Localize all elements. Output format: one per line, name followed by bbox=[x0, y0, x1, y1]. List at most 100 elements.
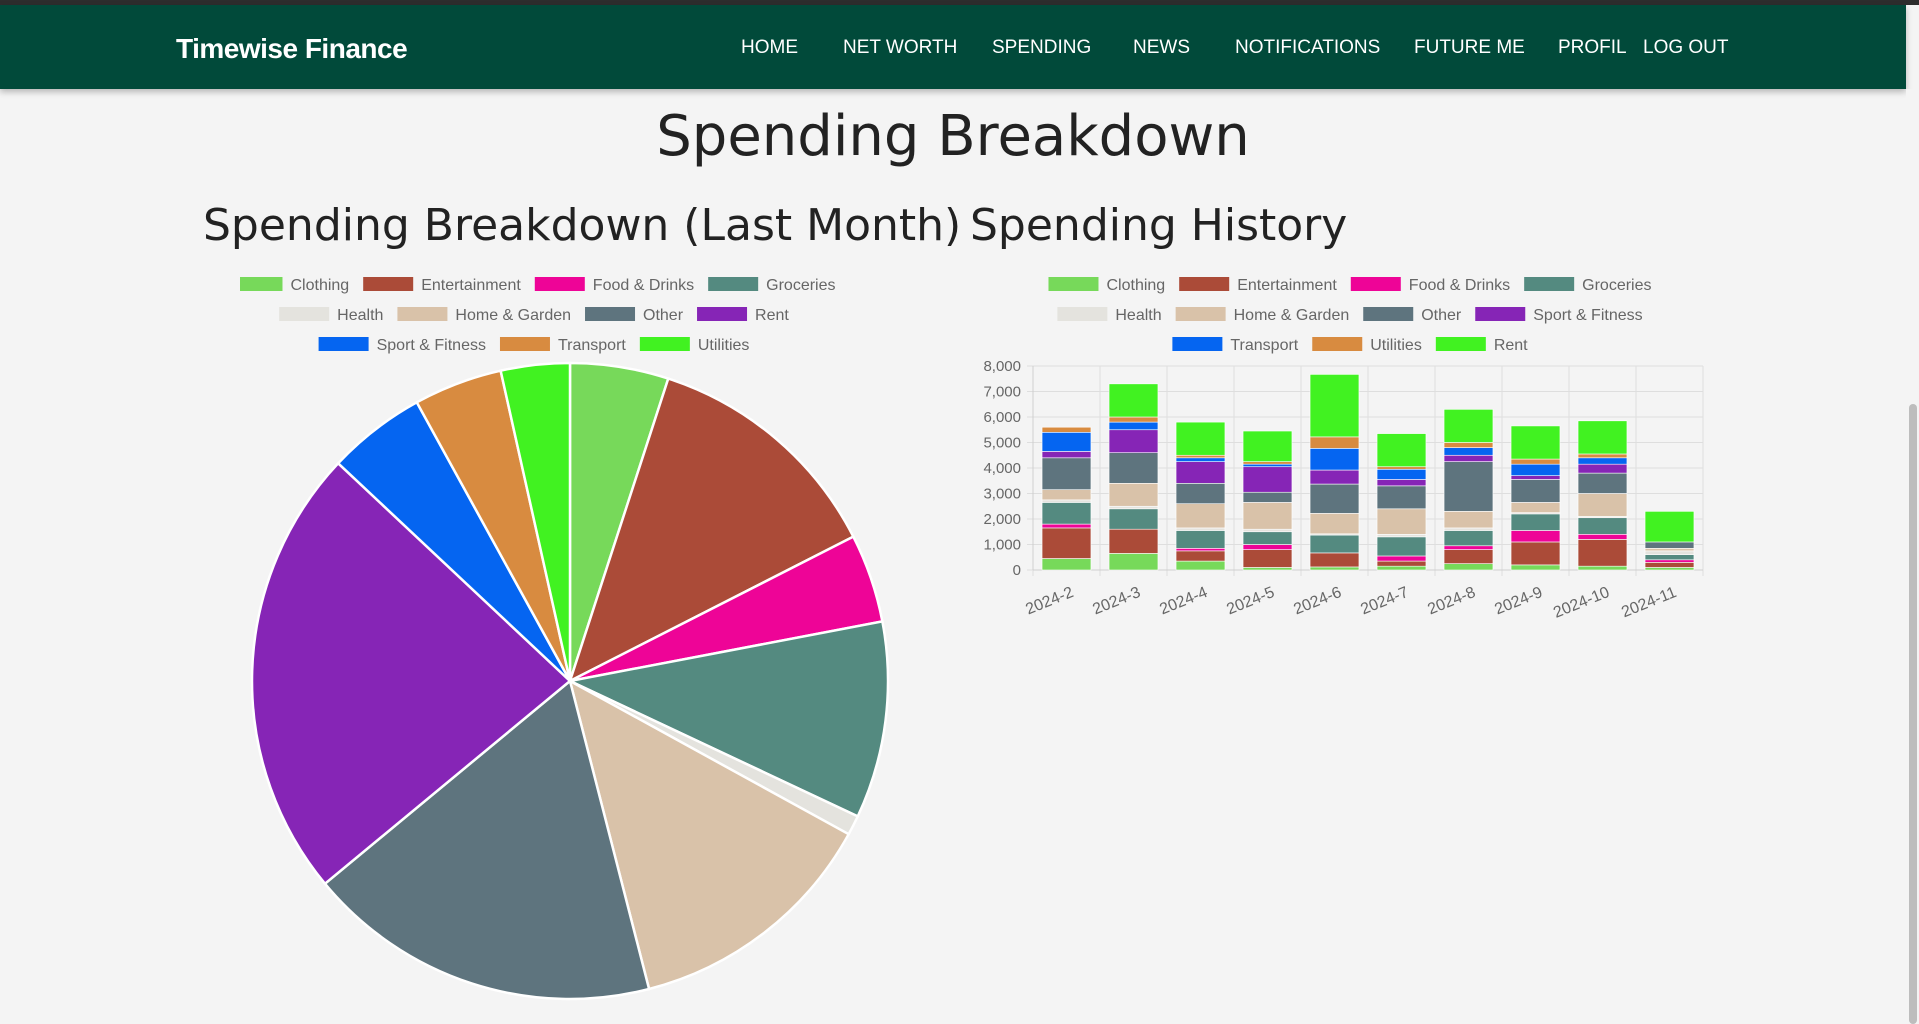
stacked-bar-chart: Clothing Entertainment Food & Drinks Grocer… bbox=[983, 277, 1704, 622]
history-chart-title: Spending History bbox=[970, 200, 1348, 251]
y-tick-label: 4,000 bbox=[983, 460, 1021, 477]
bar-segment-other-2024-5 bbox=[1242, 491, 1293, 503]
bar-segment-utilities-2024-10 bbox=[1577, 453, 1628, 459]
bar-segment-sport-and-fitness-2024-7 bbox=[1376, 479, 1427, 487]
bar-segment-utilities-2024-5 bbox=[1242, 461, 1293, 465]
bar-segment-home-and-garden-2024-4 bbox=[1175, 503, 1226, 529]
legend-label-home-and-garden: Home & Garden bbox=[455, 307, 571, 324]
legend-label-entertainment: Entertainment bbox=[421, 277, 521, 294]
pie-slice-groceries bbox=[565, 619, 890, 819]
legend-label-other: Other bbox=[643, 307, 684, 324]
pie-slice-rent bbox=[250, 461, 572, 886]
y-tick-label: 6,000 bbox=[983, 409, 1021, 426]
bar-segment-transport-2024-7 bbox=[1376, 468, 1427, 480]
x-tick-label: 2024-4 bbox=[1157, 584, 1210, 618]
x-tick-label: 2024-8 bbox=[1425, 584, 1478, 618]
bar-segment-transport-2024-10 bbox=[1577, 457, 1628, 465]
brand-logo[interactable]: Timewise Finance bbox=[176, 33, 408, 64]
bar-segment-transport-2024-6 bbox=[1309, 448, 1360, 471]
bar-segment-other-2024-11 bbox=[1644, 541, 1695, 549]
bar-segment-sport-and-fitness-2024-8 bbox=[1443, 454, 1494, 462]
nav-home[interactable]: HOME bbox=[741, 37, 798, 58]
bar-segment-clothing-2024-9 bbox=[1510, 564, 1561, 571]
legend-label-clothing: Clothing bbox=[1106, 277, 1165, 294]
pie-slice-utilities bbox=[499, 361, 572, 682]
bar-segment-groceries-2024-10 bbox=[1577, 517, 1628, 535]
bar-segment-groceries-2024-6 bbox=[1309, 534, 1360, 554]
x-tick-label: 2024-11 bbox=[1619, 584, 1679, 621]
bar-segment-food-and-drinks-2024-5 bbox=[1242, 544, 1293, 550]
bar-segment-clothing-2024-11 bbox=[1644, 567, 1695, 571]
bar-segment-transport-2024-9 bbox=[1510, 463, 1561, 476]
pie-chart: Clothing Entertainment Food & Drinks Grocer… bbox=[240, 277, 890, 1001]
scrollbar[interactable] bbox=[1906, 89, 1919, 1024]
x-tick-label: 2024-10 bbox=[1551, 584, 1612, 622]
legend-swatch-rent bbox=[1435, 337, 1486, 351]
bar-segment-entertainment-2024-11 bbox=[1644, 562, 1695, 568]
pie-chart-title: Spending Breakdown (Last Month) bbox=[203, 200, 962, 251]
legend-swatch-sport-and-fitness bbox=[1475, 307, 1526, 321]
bar-segment-other-2024-8 bbox=[1443, 461, 1494, 512]
bar-segment-rent-2024-5 bbox=[1242, 430, 1293, 462]
bar-segment-rent-2024-11 bbox=[1644, 511, 1695, 543]
bar-segment-other-2024-4 bbox=[1175, 483, 1226, 505]
bar-segment-clothing-2024-5 bbox=[1242, 567, 1293, 571]
pie-slice-home-and-garden bbox=[568, 678, 851, 991]
bar-segment-utilities-2024-8 bbox=[1443, 442, 1494, 448]
bar-segment-utilities-2024-6 bbox=[1309, 436, 1360, 449]
bar-segment-transport-2024-3 bbox=[1108, 421, 1159, 431]
nav-log-out[interactable]: LOG OUT bbox=[1643, 37, 1729, 58]
legend-label-utilities: Utilities bbox=[1370, 337, 1422, 354]
bar-segment-transport-2024-2 bbox=[1041, 432, 1092, 452]
bar-segment-other-2024-10 bbox=[1577, 472, 1628, 494]
legend-swatch-groceries bbox=[1524, 277, 1575, 291]
nav-news[interactable]: NEWS bbox=[1133, 37, 1190, 58]
bar-segment-rent-2024-9 bbox=[1510, 425, 1561, 460]
bar-segment-sport-and-fitness-2024-3 bbox=[1108, 429, 1159, 454]
legend-swatch-entertainment bbox=[363, 277, 414, 291]
legend-label-food-and-drinks: Food & Drinks bbox=[1409, 277, 1510, 294]
bar-segment-groceries-2024-3 bbox=[1108, 508, 1159, 530]
nav-net-worth[interactable]: NET WORTH bbox=[843, 37, 958, 58]
legend-label-utilities: Utilities bbox=[698, 337, 750, 354]
legend-label-health: Health bbox=[337, 307, 383, 324]
x-tick-label: 2024-3 bbox=[1090, 584, 1143, 618]
bar-segment-rent-2024-8 bbox=[1443, 409, 1494, 443]
legend-label-other: Other bbox=[1421, 307, 1462, 324]
legend-swatch-health bbox=[1057, 307, 1108, 321]
bar-segment-rent-2024-7 bbox=[1376, 433, 1427, 468]
nav-notifications[interactable]: NOTIFICATIONS bbox=[1235, 37, 1381, 58]
legend-swatch-sport-and-fitness bbox=[318, 337, 369, 351]
nav-future-me[interactable]: FUTURE ME bbox=[1414, 37, 1525, 58]
legend-label-rent: Rent bbox=[1494, 337, 1528, 354]
bar-segment-utilities-2024-3 bbox=[1108, 416, 1159, 423]
bar-segment-health-2024-2 bbox=[1041, 499, 1092, 503]
bar-segment-home-and-garden-2024-5 bbox=[1242, 502, 1293, 530]
bar-segment-clothing-2024-10 bbox=[1577, 565, 1628, 571]
nav-spending[interactable]: SPENDING bbox=[992, 37, 1092, 58]
bar-segment-other-2024-2 bbox=[1041, 457, 1092, 490]
bar-segment-sport-and-fitness-2024-10 bbox=[1577, 463, 1628, 474]
y-tick-label: 0 bbox=[1013, 562, 1021, 579]
bar-segment-entertainment-2024-9 bbox=[1510, 541, 1561, 566]
y-tick-label: 2,000 bbox=[983, 511, 1021, 528]
bar-segment-clothing-2024-3 bbox=[1108, 553, 1159, 571]
bar-segment-food-and-drinks-2024-4 bbox=[1175, 548, 1226, 552]
y-tick-label: 5,000 bbox=[983, 435, 1021, 452]
legend-label-sport-and-fitness: Sport & Fitness bbox=[1533, 307, 1642, 324]
legend-label-groceries: Groceries bbox=[766, 277, 835, 294]
bar-segment-home-and-garden-2024-10 bbox=[1577, 493, 1628, 517]
y-tick-label: 8,000 bbox=[983, 358, 1021, 375]
bar-segment-entertainment-2024-10 bbox=[1577, 539, 1628, 567]
nav-profil[interactable]: PROFIL bbox=[1558, 37, 1627, 58]
bar-segment-health-2024-8 bbox=[1443, 527, 1494, 531]
bar-segment-other-2024-3 bbox=[1108, 452, 1159, 484]
bar-segment-home-and-garden-2024-7 bbox=[1376, 508, 1427, 535]
bar-segment-utilities-2024-2 bbox=[1041, 426, 1092, 433]
pie-slice-entertainment bbox=[567, 376, 856, 684]
x-tick-label: 2024-9 bbox=[1492, 584, 1545, 618]
bar-segment-groceries-2024-9 bbox=[1510, 513, 1561, 531]
legend-swatch-rent bbox=[697, 307, 748, 321]
bar-segment-entertainment-2024-7 bbox=[1376, 560, 1427, 567]
scrollbar-thumb[interactable] bbox=[1909, 404, 1917, 1024]
